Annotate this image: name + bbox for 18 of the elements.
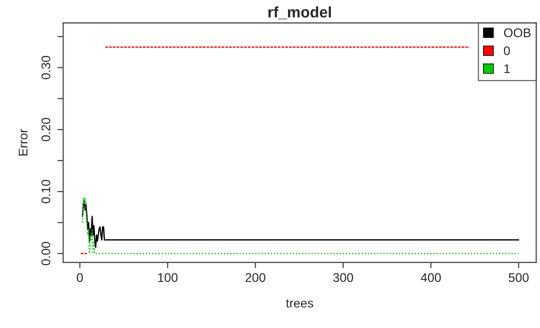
chart-title: rf_model	[268, 6, 331, 20]
legend-label: 1	[504, 64, 510, 74]
legend-label: OOB	[504, 28, 531, 38]
y-tick-label: 0.30	[41, 56, 50, 80]
line-series	[82, 197, 520, 254]
x-axis-title: trees	[286, 299, 314, 308]
x-tick-label: 200	[246, 273, 266, 282]
legend-label: 0	[504, 46, 510, 56]
x-tick-label: 300	[333, 273, 354, 282]
y-tick-label: 0.20	[41, 118, 50, 142]
y-tick-label: 0.10	[41, 180, 50, 204]
y-axis-title: Error	[18, 129, 28, 156]
line-series	[82, 200, 520, 248]
x-tick-label: 0	[76, 273, 83, 282]
x-tick-label: 100	[158, 273, 178, 282]
x-tick-label: 500	[508, 273, 529, 282]
y-tick-label: 0.00	[41, 242, 50, 266]
x-tick-label: 400	[420, 273, 441, 282]
